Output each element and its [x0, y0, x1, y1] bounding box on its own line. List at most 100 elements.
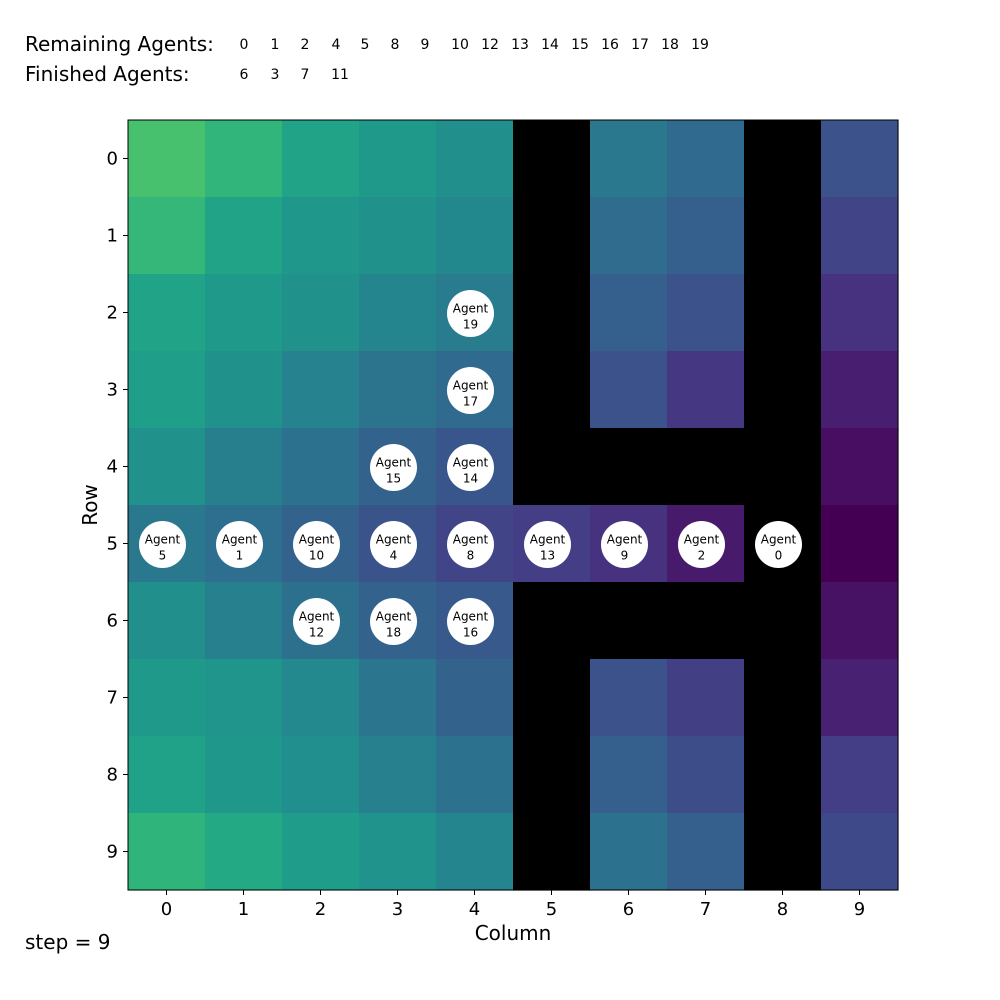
grid-cell [128, 120, 206, 198]
grid-cell [821, 813, 899, 891]
grid-cell [667, 659, 745, 737]
grid-cell [821, 274, 899, 352]
finished-agent-id: 6 [239, 67, 249, 83]
agent-token [447, 290, 494, 337]
agent-id: 4 [390, 549, 398, 563]
agent-id: 1 [236, 549, 244, 563]
grid-cell [128, 813, 206, 891]
wall-cell [744, 736, 822, 814]
grid-cell [590, 659, 668, 737]
wall-cell [744, 813, 822, 891]
x-tick-label: 1 [238, 899, 249, 920]
grid-cell [205, 120, 283, 198]
agent-label: Agent [607, 533, 643, 547]
grid-cell [282, 813, 360, 891]
wall-cell [744, 351, 822, 429]
agent-label: Agent [453, 302, 489, 316]
grid-cell [205, 351, 283, 429]
agent-marker-14: Agent 14 [447, 444, 494, 491]
grid-cell [359, 120, 437, 198]
wall-cell [513, 582, 591, 660]
grid-cell [128, 197, 206, 275]
agent-id: 14 [463, 472, 478, 486]
agent-marker-8: Agent 8 [447, 521, 494, 568]
wall-cell [744, 197, 822, 275]
agent-token [755, 521, 802, 568]
grid-cell [205, 659, 283, 737]
grid-cell [821, 505, 899, 583]
grid-cell [436, 659, 514, 737]
remaining-agent-id: 19 [691, 37, 709, 53]
grid-cell [436, 120, 514, 198]
wall-cell [744, 120, 822, 198]
agent-marker-19: Agent 19 [447, 290, 494, 337]
agent-token [370, 521, 417, 568]
y-tick-label: 3 [107, 380, 118, 401]
y-tick-label: 0 [107, 149, 118, 170]
agent-marker-17: Agent 17 [447, 367, 494, 414]
y-tick-label: 9 [107, 842, 118, 863]
agent-token [447, 444, 494, 491]
agent-token [678, 521, 725, 568]
grid-cell [359, 736, 437, 814]
grid-cell [359, 274, 437, 352]
grid-cell [359, 197, 437, 275]
agent-marker-12: Agent 12 [293, 598, 340, 645]
grid-cell [821, 351, 899, 429]
agent-label: Agent [453, 456, 489, 470]
grid-cell [821, 659, 899, 737]
agent-label: Agent [453, 533, 489, 547]
grid-cell [436, 813, 514, 891]
agent-marker-5: Agent 5 [139, 521, 186, 568]
grid-cell [821, 582, 899, 660]
y-tick-label: 2 [107, 303, 118, 324]
grid-cell [590, 351, 668, 429]
x-tick-label: 8 [777, 899, 788, 920]
agent-markers: Agent19Agent17Agent15Agent14Agent5Agent1… [139, 290, 802, 645]
x-tick-label: 6 [623, 899, 634, 920]
agent-token [447, 598, 494, 645]
grid-cells [128, 120, 899, 891]
remaining-agent-id: 18 [661, 37, 679, 53]
grid-cell [205, 428, 283, 506]
remaining-agents-label: Remaining Agents: [25, 32, 214, 56]
x-tick-label: 9 [854, 899, 865, 920]
agent-id: 13 [540, 549, 555, 563]
agent-token [447, 367, 494, 414]
agent-label: Agent [222, 533, 258, 547]
wall-cell [744, 582, 822, 660]
agent-id: 15 [386, 472, 401, 486]
grid-cell [359, 659, 437, 737]
wall-cell [513, 813, 591, 891]
remaining-agent-id: 15 [571, 37, 589, 53]
agent-label: Agent [299, 533, 335, 547]
remaining-agent-id: 12 [481, 37, 499, 53]
remaining-agent-id: 0 [239, 37, 249, 53]
grid-cell [205, 736, 283, 814]
wall-cell [513, 659, 591, 737]
remaining-agent-id: 13 [511, 37, 529, 53]
x-tick-label: 2 [315, 899, 326, 920]
grid-cell [282, 659, 360, 737]
remaining-agent-id: 5 [360, 37, 370, 53]
agent-label: Agent [761, 533, 797, 547]
finished-agents-label: Finished Agents: [25, 62, 190, 86]
grid-cell [205, 274, 283, 352]
agent-token [216, 521, 263, 568]
agent-marker-2: Agent 2 [678, 521, 725, 568]
remaining-agent-id: 8 [390, 37, 400, 53]
remaining-agent-id: 9 [420, 37, 430, 53]
agent-id: 9 [621, 549, 629, 563]
x-tick-label: 3 [392, 899, 403, 920]
x-tick-label: 4 [469, 899, 480, 920]
remaining-agent-id: 4 [331, 37, 341, 53]
agent-id: 18 [386, 626, 401, 640]
agent-marker-0: Agent 0 [755, 521, 802, 568]
x-tick-label: 0 [161, 899, 172, 920]
agent-token [293, 598, 340, 645]
grid-cell [282, 736, 360, 814]
grid-cell [205, 197, 283, 275]
agent-id: 8 [467, 549, 475, 563]
remaining-agent-id: 2 [300, 37, 310, 53]
grid-cell [128, 736, 206, 814]
